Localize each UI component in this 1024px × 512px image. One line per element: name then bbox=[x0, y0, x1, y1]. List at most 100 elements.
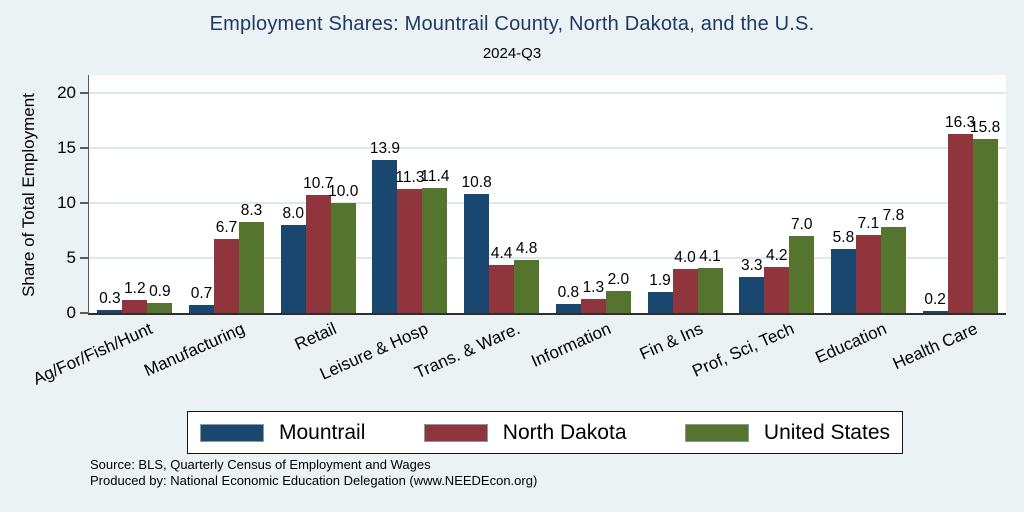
bar bbox=[830, 249, 856, 313]
bar-value-label: 0.2 bbox=[924, 290, 946, 308]
bar-value-label: 0.7 bbox=[190, 285, 213, 303]
bar-value-label: 4.2 bbox=[765, 246, 788, 264]
bar-group: 3.3 4.2 7.0 bbox=[731, 75, 823, 313]
legend: Mountrail North Dakota United States bbox=[187, 411, 903, 454]
legend-label: Mountrail bbox=[279, 420, 366, 444]
bar bbox=[422, 187, 448, 313]
legend-item: Mountrail bbox=[200, 421, 365, 445]
bar bbox=[764, 266, 790, 313]
bar-value-label: 5.8 bbox=[832, 229, 855, 247]
bar bbox=[647, 292, 673, 313]
bar-value-label: 10.0 bbox=[328, 183, 359, 201]
bar bbox=[189, 305, 215, 313]
bar bbox=[855, 234, 881, 313]
bar-group: 0.3 1.2 0.9 bbox=[89, 75, 181, 313]
bar-value-label: 1.9 bbox=[649, 272, 671, 290]
bar-value-label: 4.8 bbox=[515, 240, 538, 258]
bar-value-label: 1.2 bbox=[124, 279, 146, 297]
bar bbox=[739, 276, 765, 313]
bar-group: 0.7 6.7 8.3 bbox=[181, 75, 273, 313]
bar bbox=[464, 194, 490, 313]
bar bbox=[580, 298, 606, 313]
bar bbox=[397, 188, 423, 313]
bar-group: 10.8 4.4 4.8 bbox=[456, 75, 548, 313]
x-tick-label: Ag/For/Fish/Hunt bbox=[30, 319, 156, 389]
bar-value-label: 0.9 bbox=[149, 283, 171, 301]
x-tick-label: Retail bbox=[291, 319, 339, 355]
legend-label: United States bbox=[763, 420, 890, 444]
y-tick-mark bbox=[80, 147, 88, 150]
legend-label: North Dakota bbox=[502, 420, 627, 444]
bar bbox=[880, 227, 906, 313]
bar-value-label: 15.8 bbox=[970, 119, 1001, 137]
legend-item: United States bbox=[684, 420, 890, 445]
x-tick-label: Information bbox=[528, 319, 615, 371]
bar bbox=[789, 236, 815, 313]
bar-value-label: 6.7 bbox=[215, 219, 238, 237]
bar bbox=[514, 260, 540, 313]
y-tick-label: 5 bbox=[66, 248, 76, 267]
bar bbox=[489, 264, 515, 313]
bar-value-label: 11.4 bbox=[420, 167, 450, 185]
source-line-1: Source: BLS, Quarterly Census of Employm… bbox=[90, 457, 431, 472]
bar-group: 5.8 7.1 7.8 bbox=[823, 75, 915, 313]
y-tick-label: 20 bbox=[57, 83, 76, 103]
x-tick-label: Education bbox=[812, 319, 890, 368]
gridline bbox=[89, 147, 1006, 150]
bar-group: 0.2 16.3 15.8 bbox=[914, 75, 1006, 313]
bar-value-label: 16.3 bbox=[945, 113, 976, 131]
bar bbox=[122, 299, 148, 313]
chart-title: Employment Shares: Mountrail County, Nor… bbox=[209, 13, 815, 35]
legend-swatch bbox=[684, 423, 749, 442]
legend-swatch bbox=[423, 423, 488, 442]
gridline bbox=[89, 92, 1006, 95]
bar-value-label: 10.7 bbox=[303, 175, 334, 193]
source-line-2: Produced by: National Economic Education… bbox=[90, 472, 538, 488]
bar bbox=[97, 309, 123, 313]
bar-value-label: 13.9 bbox=[369, 140, 401, 158]
source-note: Source: BLS, Quarterly Census of Employm… bbox=[90, 457, 537, 488]
bar-value-label: 8.0 bbox=[282, 205, 305, 223]
bar bbox=[305, 195, 331, 313]
bar bbox=[330, 203, 356, 313]
chart-subtitle: 2024-Q3 bbox=[482, 45, 542, 62]
plot-area: 0.3 1.2 0.9 0.7 6.7 8.3 8.0 10.7 10.0 13.9 11.3 11.… bbox=[88, 75, 1006, 315]
x-tick-label: Trans. & Ware. bbox=[411, 319, 523, 383]
bar bbox=[672, 269, 698, 313]
x-tick-label: Manufacturing bbox=[141, 319, 248, 381]
y-tick-mark bbox=[80, 312, 88, 314]
bar-group: 0.8 1.3 2.0 bbox=[548, 75, 640, 313]
y-tick-mark bbox=[80, 92, 88, 95]
bar-value-label: 2.0 bbox=[607, 271, 630, 289]
x-tick-label: Prof, Sci, Tech bbox=[689, 319, 798, 381]
bar-value-label: 11.3 bbox=[395, 168, 425, 186]
bar-value-label: 7.8 bbox=[882, 207, 905, 225]
bar-value-label: 7.0 bbox=[790, 216, 813, 234]
bar-value-label: 10.8 bbox=[461, 174, 492, 192]
y-tick-label: 10 bbox=[57, 193, 76, 213]
bar-group: 8.0 10.7 10.0 bbox=[272, 75, 364, 313]
bar-value-label: 1.3 bbox=[582, 278, 605, 296]
bar-value-label: 4.4 bbox=[490, 244, 513, 262]
gridline bbox=[89, 257, 1006, 260]
bar-group: 13.9 11.3 11.4 bbox=[364, 75, 456, 313]
bar-group: 1.9 4.0 4.1 bbox=[639, 75, 731, 313]
y-tick-label: 0 bbox=[66, 303, 76, 322]
bar-value-label: 4.0 bbox=[674, 249, 696, 267]
bar bbox=[372, 160, 398, 313]
y-tick-mark bbox=[80, 257, 88, 259]
legend-swatch bbox=[200, 423, 264, 442]
bar-value-label: 0.3 bbox=[99, 289, 121, 307]
bar bbox=[922, 310, 948, 313]
bar bbox=[697, 267, 723, 313]
bar-value-label: 3.3 bbox=[740, 256, 763, 274]
x-tick-label: Fin & Ins bbox=[636, 319, 706, 364]
bar-value-label: 4.1 bbox=[699, 247, 721, 265]
x-tick-label: Health Care bbox=[890, 319, 981, 374]
bar bbox=[972, 139, 998, 313]
bar bbox=[605, 291, 631, 313]
bar bbox=[555, 304, 581, 313]
y-tick-mark bbox=[80, 202, 88, 205]
gridline bbox=[89, 202, 1006, 205]
bar bbox=[947, 133, 973, 313]
